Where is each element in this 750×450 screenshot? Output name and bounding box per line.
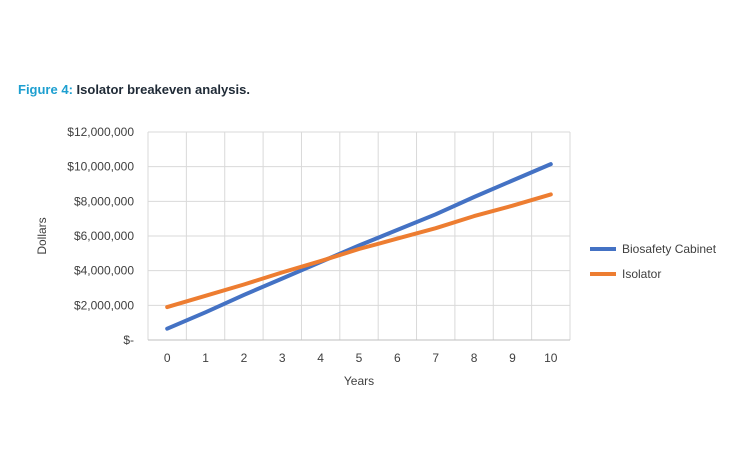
legend-label-0: Biosafety Cabinet (622, 242, 717, 256)
figure-caption-text: Isolator breakeven analysis. (76, 82, 250, 97)
series-line-1 (165, 192, 553, 310)
y-tick-label: $- (123, 333, 134, 347)
x-tick-label: 9 (509, 351, 516, 365)
label-layer: $- $2,000,000 $4,000,000 $6,000,000 $8,000,0… (35, 125, 558, 388)
y-tick-label: $4,000,000 (74, 264, 134, 278)
series-line-0 (165, 162, 553, 331)
y-tick-label: $8,000,000 (74, 194, 134, 208)
figure-caption: Figure 4: Isolator breakeven analysis. (18, 82, 250, 97)
figure-label: Figure 4: (18, 82, 73, 97)
y-tick-label: $6,000,000 (74, 229, 134, 243)
x-tick-label: 6 (394, 351, 401, 365)
x-axis-title: Years (344, 374, 374, 388)
legend-layer: Biosafety Cabinet Isolator (590, 242, 717, 281)
x-tick-label: 5 (356, 351, 363, 365)
grid-layer (147, 131, 571, 340)
x-tick-label: 8 (471, 351, 478, 365)
series-layer (165, 162, 553, 331)
x-tick-label: 3 (279, 351, 286, 365)
x-tick-label: 7 (432, 351, 439, 365)
x-tick-label: 10 (544, 351, 558, 365)
y-tick-label: $12,000,000 (67, 125, 134, 139)
x-tick-label: 4 (317, 351, 324, 365)
y-tick-label: $2,000,000 (74, 298, 134, 312)
x-tick-label: 0 (164, 351, 171, 365)
x-tick-label: 1 (202, 351, 209, 365)
y-axis-title: Dollars (35, 217, 49, 254)
legend-label-1: Isolator (622, 267, 661, 281)
x-tick-label: 2 (241, 351, 248, 365)
y-tick-label: $10,000,000 (67, 160, 134, 174)
